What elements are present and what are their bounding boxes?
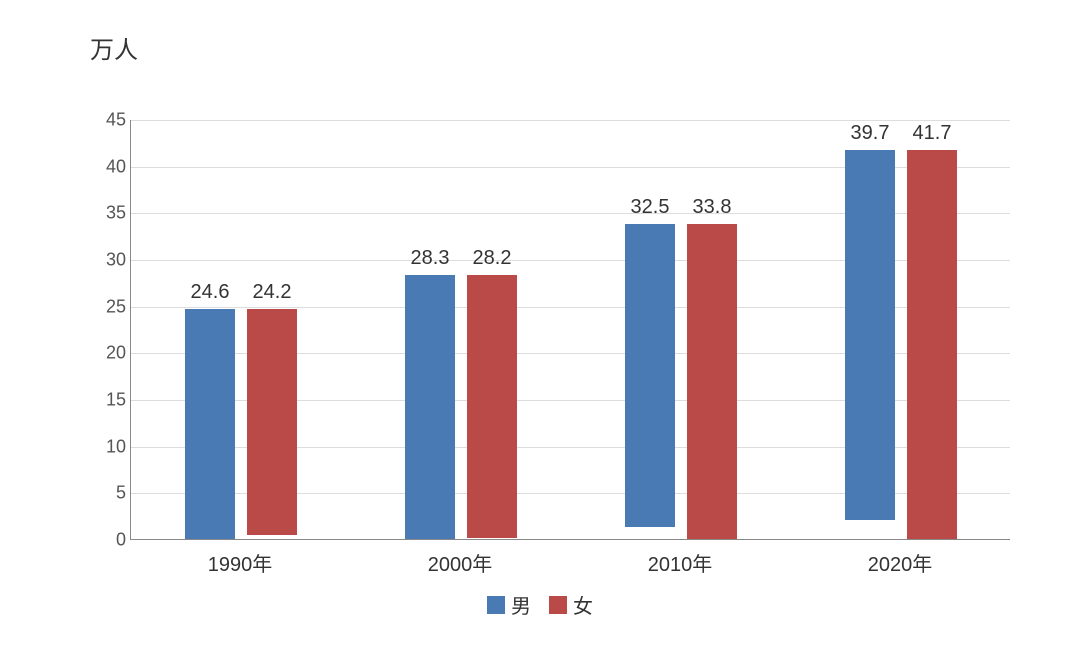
- y-tick-label: 10: [86, 436, 126, 457]
- bar-group: 32.533.8: [625, 224, 737, 539]
- y-tick-label: 20: [86, 343, 126, 364]
- unit-label: 万人: [90, 30, 138, 65]
- bar-group: 28.328.2: [405, 275, 517, 539]
- legend-swatch-male: [487, 596, 505, 614]
- bar: 41.7: [907, 150, 957, 539]
- y-tick-label: 15: [86, 390, 126, 411]
- bar: 32.5: [625, 224, 675, 527]
- legend-label-male: 男: [511, 590, 531, 619]
- y-tick-label: 35: [86, 203, 126, 224]
- bar-value-label: 28.2: [473, 247, 512, 270]
- bar: 24.2: [247, 309, 297, 535]
- y-tick-label: 5: [86, 483, 126, 504]
- bar-value-label: 33.8: [693, 196, 732, 219]
- legend-swatch-female: [549, 596, 567, 614]
- y-tick-label: 0: [86, 530, 126, 551]
- x-category-label: 2000年: [428, 548, 493, 577]
- y-tick-label: 40: [86, 156, 126, 177]
- x-category-label: 2010年: [648, 548, 713, 577]
- plot-region: 05101520253035404524.624.228.328.232.533…: [130, 120, 1010, 540]
- bar-value-label: 41.7: [913, 122, 952, 145]
- y-tick-label: 30: [86, 250, 126, 271]
- bar-value-label: 24.2: [253, 281, 292, 304]
- bar: 28.3: [405, 275, 455, 539]
- y-tick-label: 45: [86, 110, 126, 131]
- bar-value-label: 32.5: [631, 196, 670, 219]
- legend-item-male: 男: [487, 590, 531, 619]
- bar: 39.7: [845, 150, 895, 521]
- bar-value-label: 28.3: [411, 247, 450, 270]
- legend: 男 女: [0, 590, 1080, 619]
- legend-item-female: 女: [549, 590, 593, 619]
- x-category-label: 1990年: [208, 548, 273, 577]
- y-tick-label: 25: [86, 296, 126, 317]
- bar-group: 39.741.7: [845, 150, 957, 539]
- bar: 33.8: [687, 224, 737, 539]
- chart-page: 万人 05101520253035404524.624.228.328.232.…: [0, 0, 1080, 671]
- bar-value-label: 24.6: [191, 281, 230, 304]
- x-category-label: 2020年: [868, 548, 933, 577]
- legend-label-female: 女: [573, 590, 593, 619]
- chart-area: 05101520253035404524.624.228.328.232.533…: [80, 120, 1020, 580]
- bar: 28.2: [467, 275, 517, 538]
- bar-value-label: 39.7: [851, 122, 890, 145]
- bar: 24.6: [185, 309, 235, 539]
- bar-group: 24.624.2: [185, 309, 297, 539]
